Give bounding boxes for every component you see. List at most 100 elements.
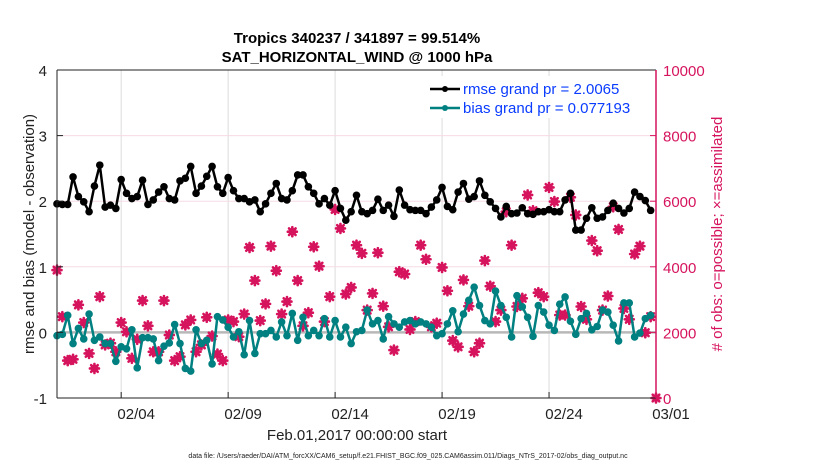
bias-point xyxy=(256,329,265,338)
obs-assimilated-marker xyxy=(152,345,165,358)
rmse-point xyxy=(160,182,168,191)
rmse-point xyxy=(90,182,99,190)
bias-point xyxy=(593,322,601,331)
rmse-point xyxy=(432,196,441,204)
rmse-point xyxy=(251,196,259,204)
x-tick-label: 02/19 xyxy=(438,406,476,423)
rmse-point xyxy=(202,172,211,181)
legend-bias-marker xyxy=(442,105,448,111)
rmse-point xyxy=(625,204,634,213)
bias-point xyxy=(283,331,291,340)
bias-point xyxy=(358,326,366,335)
obs-assimilated-marker xyxy=(398,268,411,280)
obs-assimilated-marker xyxy=(227,315,240,328)
rmse-point xyxy=(481,191,489,200)
rmse-point xyxy=(336,204,345,213)
obs-assimilated-marker xyxy=(67,353,79,366)
rmse-point xyxy=(630,188,639,196)
bias-point xyxy=(202,336,211,345)
obs-assimilated-marker xyxy=(291,274,304,287)
obs-assimilated-marker xyxy=(211,348,224,360)
chart-title-line-1: Tropics 340237 / 341897 = 99.514% xyxy=(234,30,480,47)
obs-assimilated-marker xyxy=(495,304,507,316)
rmse-point xyxy=(256,207,265,216)
obs-assimilated-marker xyxy=(559,309,571,321)
rmse-point xyxy=(497,213,505,221)
bias-point xyxy=(69,339,77,348)
rmse-point xyxy=(261,200,270,208)
rmse-point xyxy=(112,204,120,213)
rmse-point xyxy=(550,207,559,216)
rmse-point xyxy=(192,189,200,198)
y-axis-label: rmse and bias (model - observation) xyxy=(21,114,38,354)
rmse-point xyxy=(342,216,350,225)
rmse-point xyxy=(604,206,612,215)
bias-point xyxy=(325,333,334,341)
rmse-point xyxy=(229,186,238,195)
rmse-point xyxy=(411,206,420,215)
obs-assimilated-marker xyxy=(168,354,181,367)
bias-point xyxy=(636,329,644,337)
bias-point xyxy=(523,313,532,322)
bias-point xyxy=(165,339,174,347)
obs-assimilated-marker xyxy=(473,337,486,350)
obs-assimilated-marker xyxy=(463,300,475,312)
bias-point xyxy=(304,331,313,340)
obs-assimilated-marker xyxy=(163,329,176,341)
bias-point xyxy=(465,296,473,305)
bias-point xyxy=(309,326,318,335)
rmse-point xyxy=(646,206,655,215)
bias-point xyxy=(245,316,254,325)
bias-point xyxy=(235,327,243,336)
obs-assimilated-marker xyxy=(158,294,170,307)
obs-assimilated-marker xyxy=(265,240,277,252)
rmse-point xyxy=(422,209,430,218)
rmse-point xyxy=(218,189,227,198)
rmse-point xyxy=(283,196,291,204)
rmse-point xyxy=(598,213,607,221)
data-file-footer: data file: /Users/raeder/DAI/ATM_forcXX/… xyxy=(188,453,628,460)
obs-assimilated-marker xyxy=(511,300,523,313)
obs-assimilated-marker xyxy=(115,316,127,329)
rmse-point xyxy=(186,162,195,171)
bias-point xyxy=(133,364,142,372)
y2-tick-label: 4000 xyxy=(663,260,696,277)
rmse-point xyxy=(609,199,618,207)
obs-assimilated-marker xyxy=(388,344,400,356)
obs-assimilated-marker xyxy=(414,239,427,251)
obs-assimilated-marker xyxy=(72,299,85,311)
bias-point xyxy=(138,333,147,342)
obs-assimilated-marker xyxy=(238,308,250,320)
obs-assimilated-marker xyxy=(484,280,497,292)
rmse-point xyxy=(272,179,281,188)
rmse-point xyxy=(555,207,564,216)
bias-point xyxy=(315,331,323,340)
y2-tick-label: 10000 xyxy=(663,63,705,80)
bias-point xyxy=(609,321,618,329)
bias-point xyxy=(513,291,521,300)
bias-point xyxy=(240,350,248,359)
bias-point xyxy=(518,303,527,311)
y-tick-label: 0 xyxy=(39,325,47,342)
obs-assimilated-marker xyxy=(184,314,197,326)
obs-assimilated-marker xyxy=(532,286,545,299)
obs-assimilated-marker xyxy=(446,334,459,347)
bias-point xyxy=(128,325,136,334)
obs-assimilated-marker xyxy=(639,326,652,339)
bias-point xyxy=(384,312,393,321)
x-axis-label: Feb.01,2017 00:00:00 start xyxy=(267,427,448,444)
bias-point xyxy=(331,316,339,325)
rmse-point xyxy=(561,196,569,204)
x-tick-label: 02/04 xyxy=(117,406,155,423)
y-tick-label: -1 xyxy=(34,391,47,408)
bias-point xyxy=(186,367,195,375)
obs-assimilated-marker xyxy=(275,308,288,320)
bias-point xyxy=(529,332,537,341)
rmse-point xyxy=(390,212,398,221)
rmse-point xyxy=(299,171,307,179)
obs-assimilated-marker xyxy=(505,239,518,251)
bias-point xyxy=(646,311,655,320)
obs-assimilated-marker xyxy=(569,209,582,221)
bias-point xyxy=(170,320,179,329)
